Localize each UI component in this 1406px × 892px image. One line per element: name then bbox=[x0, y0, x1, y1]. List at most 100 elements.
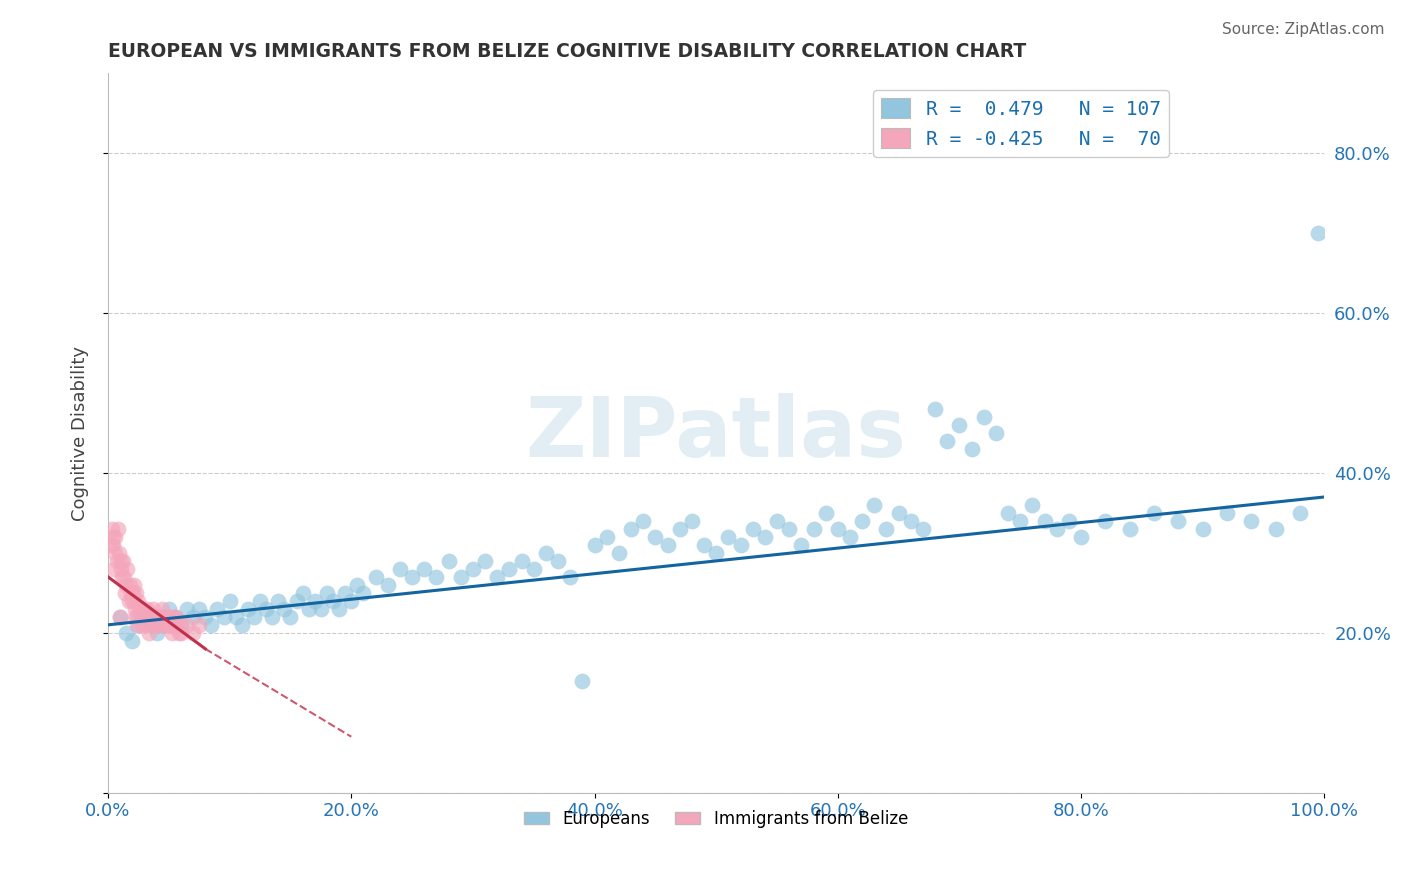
Text: Source: ZipAtlas.com: Source: ZipAtlas.com bbox=[1222, 22, 1385, 37]
Point bbox=[644, 530, 666, 544]
Legend: Europeans, Immigrants from Belize: Europeans, Immigrants from Belize bbox=[517, 804, 915, 835]
Point bbox=[388, 562, 411, 576]
Point bbox=[139, 617, 162, 632]
Point bbox=[911, 522, 934, 536]
Point bbox=[766, 514, 789, 528]
Point bbox=[461, 562, 484, 576]
Point bbox=[181, 625, 204, 640]
Point bbox=[704, 546, 727, 560]
Point bbox=[328, 602, 350, 616]
Point bbox=[212, 610, 235, 624]
Point bbox=[207, 602, 229, 616]
Point bbox=[162, 625, 184, 640]
Point bbox=[134, 610, 156, 624]
Point bbox=[181, 610, 204, 624]
Point bbox=[1167, 514, 1189, 528]
Point bbox=[668, 522, 690, 536]
Point bbox=[146, 617, 169, 632]
Point bbox=[129, 610, 152, 624]
Point bbox=[153, 617, 176, 632]
Point bbox=[236, 602, 259, 616]
Point bbox=[166, 617, 188, 632]
Point bbox=[231, 617, 253, 632]
Point bbox=[170, 617, 193, 632]
Point bbox=[165, 610, 187, 624]
Point bbox=[803, 522, 825, 536]
Point bbox=[790, 538, 813, 552]
Point bbox=[510, 554, 533, 568]
Point bbox=[127, 594, 149, 608]
Point bbox=[425, 570, 447, 584]
Point bbox=[120, 586, 142, 600]
Point bbox=[145, 617, 167, 632]
Point bbox=[249, 594, 271, 608]
Point bbox=[401, 570, 423, 584]
Y-axis label: Cognitive Disability: Cognitive Disability bbox=[72, 345, 89, 521]
Point bbox=[352, 586, 374, 600]
Point bbox=[124, 602, 146, 616]
Point bbox=[115, 578, 138, 592]
Point bbox=[1094, 514, 1116, 528]
Point bbox=[924, 402, 946, 417]
Point bbox=[105, 554, 128, 568]
Point bbox=[156, 610, 179, 624]
Point bbox=[125, 586, 148, 600]
Point bbox=[1021, 498, 1043, 512]
Point bbox=[413, 562, 436, 576]
Point bbox=[122, 586, 145, 600]
Point bbox=[346, 578, 368, 592]
Point bbox=[103, 562, 125, 576]
Point bbox=[309, 602, 332, 616]
Point bbox=[121, 594, 143, 608]
Point bbox=[984, 425, 1007, 440]
Point bbox=[150, 602, 173, 616]
Point bbox=[547, 554, 569, 568]
Point bbox=[152, 610, 174, 624]
Point bbox=[118, 578, 141, 592]
Point bbox=[693, 538, 716, 552]
Point bbox=[285, 594, 308, 608]
Point bbox=[104, 546, 127, 560]
Point bbox=[607, 546, 630, 560]
Point bbox=[876, 522, 898, 536]
Point bbox=[267, 594, 290, 608]
Point bbox=[778, 522, 800, 536]
Point bbox=[973, 410, 995, 425]
Point bbox=[534, 546, 557, 560]
Point bbox=[122, 578, 145, 592]
Point bbox=[114, 586, 136, 600]
Point bbox=[273, 602, 295, 616]
Point bbox=[143, 610, 166, 624]
Point bbox=[100, 538, 122, 552]
Point bbox=[176, 617, 198, 632]
Point bbox=[1057, 514, 1080, 528]
Point bbox=[474, 554, 496, 568]
Point bbox=[110, 562, 132, 576]
Point bbox=[335, 586, 357, 600]
Point bbox=[115, 625, 138, 640]
Point bbox=[814, 506, 837, 520]
Point bbox=[108, 610, 131, 624]
Point bbox=[135, 617, 157, 632]
Point bbox=[163, 610, 186, 624]
Point bbox=[101, 530, 124, 544]
Point bbox=[136, 610, 159, 624]
Point bbox=[827, 522, 849, 536]
Point bbox=[104, 530, 127, 544]
Text: EUROPEAN VS IMMIGRANTS FROM BELIZE COGNITIVE DISABILITY CORRELATION CHART: EUROPEAN VS IMMIGRANTS FROM BELIZE COGNI… bbox=[108, 42, 1026, 61]
Point bbox=[364, 570, 387, 584]
Point bbox=[851, 514, 873, 528]
Point bbox=[631, 514, 654, 528]
Point bbox=[754, 530, 776, 544]
Point bbox=[218, 594, 240, 608]
Point bbox=[863, 498, 886, 512]
Point bbox=[167, 625, 190, 640]
Point bbox=[377, 578, 399, 592]
Point bbox=[1308, 226, 1330, 240]
Point bbox=[900, 514, 922, 528]
Point bbox=[262, 610, 284, 624]
Point bbox=[200, 617, 222, 632]
Point bbox=[157, 617, 180, 632]
Point bbox=[1010, 514, 1032, 528]
Point bbox=[997, 506, 1019, 520]
